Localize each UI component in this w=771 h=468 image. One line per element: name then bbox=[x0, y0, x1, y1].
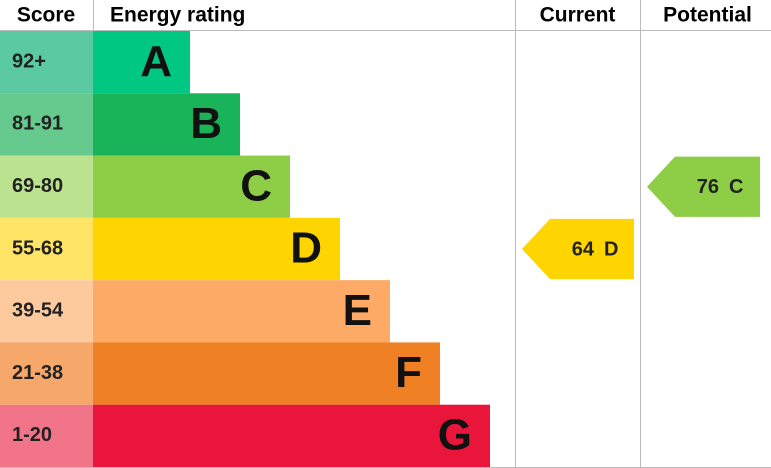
current-letter: D bbox=[604, 238, 618, 260]
potential-arrow bbox=[647, 156, 760, 217]
potential-letter: C bbox=[729, 176, 743, 198]
rating-letter: G bbox=[438, 410, 472, 459]
rating-bar bbox=[93, 280, 390, 343]
header-potential: Potential bbox=[663, 4, 752, 27]
rating-bar bbox=[93, 404, 490, 467]
rating-bar bbox=[93, 217, 340, 281]
score-cell bbox=[0, 404, 93, 467]
current-value: 64 bbox=[572, 238, 595, 260]
score-cell bbox=[0, 280, 93, 343]
rating-letter: F bbox=[395, 348, 422, 397]
header-rating: Energy rating bbox=[110, 4, 245, 27]
rating-letter: A bbox=[140, 37, 172, 86]
rating-bar bbox=[93, 93, 240, 156]
score-label: 39-54 bbox=[12, 300, 64, 322]
score-label: 55-68 bbox=[12, 237, 63, 259]
score-cell bbox=[0, 31, 93, 94]
score-cell bbox=[0, 93, 93, 156]
score-cell bbox=[0, 155, 93, 218]
score-label: 1-20 bbox=[12, 424, 52, 446]
header-score: Score bbox=[17, 4, 75, 27]
rating-bar bbox=[93, 155, 290, 218]
score-label: 69-80 bbox=[12, 175, 63, 197]
header-current: Current bbox=[540, 4, 616, 27]
rating-letter: B bbox=[190, 99, 222, 148]
score-label: 21-38 bbox=[12, 362, 63, 384]
score-cell bbox=[0, 342, 93, 405]
rating-letter: E bbox=[343, 286, 372, 335]
score-label: 81-91 bbox=[12, 113, 63, 135]
potential-value: 76 bbox=[697, 176, 719, 198]
rating-bar bbox=[93, 342, 440, 405]
current-arrow bbox=[522, 218, 634, 280]
rating-letter: D bbox=[290, 224, 322, 273]
score-label: 92+ bbox=[12, 50, 46, 72]
rating-letter: C bbox=[240, 161, 272, 210]
score-cell bbox=[0, 217, 93, 281]
rating-bar bbox=[93, 31, 190, 94]
